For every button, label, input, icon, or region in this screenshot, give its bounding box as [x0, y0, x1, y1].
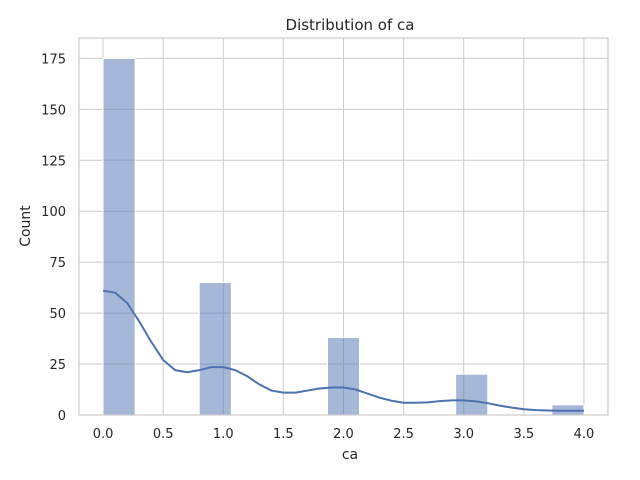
y-tick-label: 100 — [41, 205, 66, 220]
x-tick-labels: 0.0 0.5 1.0 1.5 2.0 2.5 3.0 3.5 4.0 — [93, 427, 595, 442]
x-tick-label: 4.0 — [574, 427, 595, 442]
kde-curve — [102, 289, 584, 412]
histogram-bars — [102, 57, 585, 416]
y-axis-label: Count — [18, 205, 34, 247]
y-tick-label: 25 — [49, 358, 66, 373]
x-tick-label: 1.0 — [213, 427, 234, 442]
plot-frame — [78, 37, 609, 416]
histogram-bar — [327, 337, 360, 416]
x-tick-label: 3.5 — [513, 427, 534, 442]
histogram-bar — [102, 57, 136, 416]
x-tick-label: 2.0 — [333, 427, 354, 442]
x-axis-label: ca — [342, 447, 358, 463]
x-tick-label: 0.5 — [153, 427, 174, 442]
y-tick-label: 125 — [41, 154, 66, 169]
y-tick-labels: 0 25 50 75 100 125 150 175 — [41, 52, 66, 424]
y-tick-label: 150 — [41, 103, 66, 118]
chart-title: Distribution of ca — [286, 16, 415, 34]
x-tick-label: 1.5 — [273, 427, 294, 442]
y-tick-label: 50 — [49, 307, 66, 322]
y-tick-label: 0 — [58, 409, 66, 424]
x-tick-label: 0.0 — [93, 427, 114, 442]
x-tick-label: 2.5 — [393, 427, 414, 442]
x-tick-label: 3.0 — [453, 427, 474, 442]
y-tick-label: 75 — [49, 256, 66, 271]
histogram-bar — [198, 282, 232, 416]
y-tick-label: 175 — [41, 52, 66, 67]
histogram-bar — [455, 373, 489, 416]
